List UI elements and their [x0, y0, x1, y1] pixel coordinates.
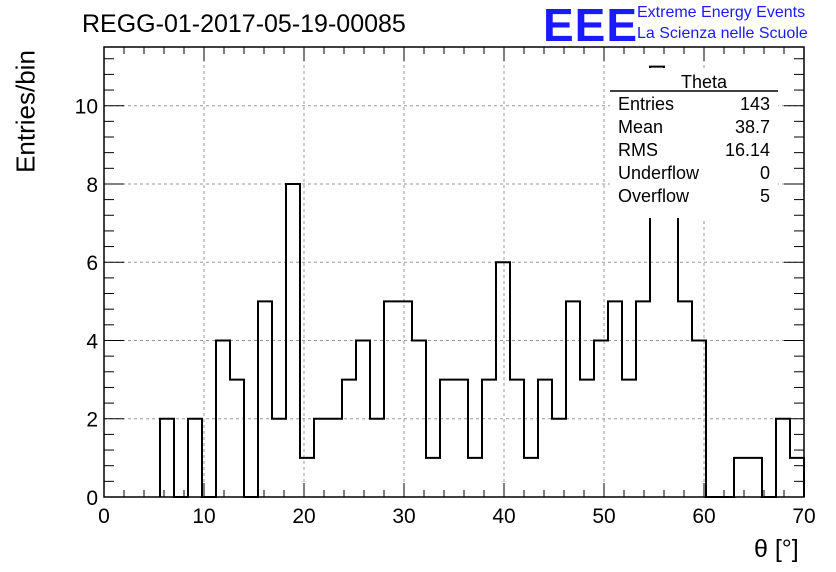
stats-title: Theta [681, 72, 728, 92]
logo-text-line2: La Scienza nelle Scuole [637, 25, 808, 42]
histogram-bin [216, 340, 230, 497]
logo-text-line1: Extreme Energy Events [637, 4, 806, 21]
histogram-bin [370, 419, 384, 497]
histogram-bin [734, 458, 748, 497]
histogram-bin [314, 419, 328, 497]
y-tick-label: 10 [75, 96, 98, 119]
stats-value-overflow: 5 [760, 186, 770, 206]
stats-label-mean: Mean [618, 117, 663, 137]
histogram-bin [608, 301, 622, 497]
histogram-bin [566, 301, 580, 497]
histogram-bin [790, 458, 804, 497]
stats-label-overflow: Overflow [618, 186, 690, 206]
histogram-bin [342, 380, 356, 497]
y-tick-label: 8 [86, 174, 98, 197]
stats-value-mean: 38.7 [735, 117, 770, 137]
histogram-bin [230, 380, 244, 497]
histogram-bin [664, 184, 678, 497]
stats-label-entries: Entries [618, 94, 674, 114]
x-tick-label: 70 [792, 505, 815, 528]
histogram-bin [692, 340, 706, 497]
x-tick-label: 40 [492, 505, 515, 528]
histogram-bin [622, 380, 636, 497]
histogram-bin [188, 419, 202, 497]
chart-title: REGG-01-2017-05-19-00085 [82, 10, 406, 38]
y-tick-label: 6 [86, 252, 98, 275]
histogram-bin [580, 380, 594, 497]
x-tick-label: 10 [192, 505, 215, 528]
stats-label-rms: RMS [618, 140, 658, 160]
histogram-bin [160, 419, 174, 497]
histogram-bin [510, 380, 524, 497]
y-tick-label: 2 [86, 409, 98, 432]
x-tick-label: 20 [292, 505, 315, 528]
histogram-bin [300, 458, 314, 497]
stats-value-rms: 16.14 [725, 140, 770, 160]
histogram-bin [272, 419, 286, 497]
x-tick-label: 50 [592, 505, 615, 528]
stats-box-bg [610, 68, 778, 218]
histogram-bin [412, 340, 426, 497]
stats-value-entries: 143 [740, 94, 770, 114]
x-axis-label: θ [°] [754, 535, 799, 563]
stats-value-underflow: 0 [760, 163, 770, 183]
histogram-bin [482, 380, 496, 497]
y-tick-label: 4 [86, 330, 98, 353]
x-tick-label: 30 [392, 505, 415, 528]
histogram-bin [398, 301, 412, 497]
histogram-bin [636, 301, 650, 497]
eee-logo: EEE [543, 0, 639, 51]
histogram-bin [258, 301, 272, 497]
histogram-bin [552, 419, 566, 497]
histogram-bin [594, 340, 608, 497]
histogram-bin [748, 458, 762, 497]
histogram-bin [440, 380, 454, 497]
histogram-line [159, 65, 805, 498]
histogram-bin [286, 184, 300, 497]
histogram-bin [524, 458, 538, 497]
histogram-bin [468, 458, 482, 497]
stats-label-underflow: Underflow [618, 163, 700, 183]
histogram-bin [496, 262, 510, 497]
histogram-bin [538, 380, 552, 497]
x-tick-label: 60 [692, 505, 715, 528]
y-tick-label: 0 [86, 487, 98, 510]
x-tick-label: 0 [98, 505, 110, 528]
histogram-bin [678, 301, 692, 497]
histogram-bin [328, 419, 342, 497]
histogram-bin [454, 380, 468, 497]
histogram-bin [356, 340, 370, 497]
histogram-bin [426, 458, 440, 497]
plot-frame [103, 46, 805, 498]
histogram-bin [776, 419, 790, 497]
histogram-bin [384, 301, 398, 497]
